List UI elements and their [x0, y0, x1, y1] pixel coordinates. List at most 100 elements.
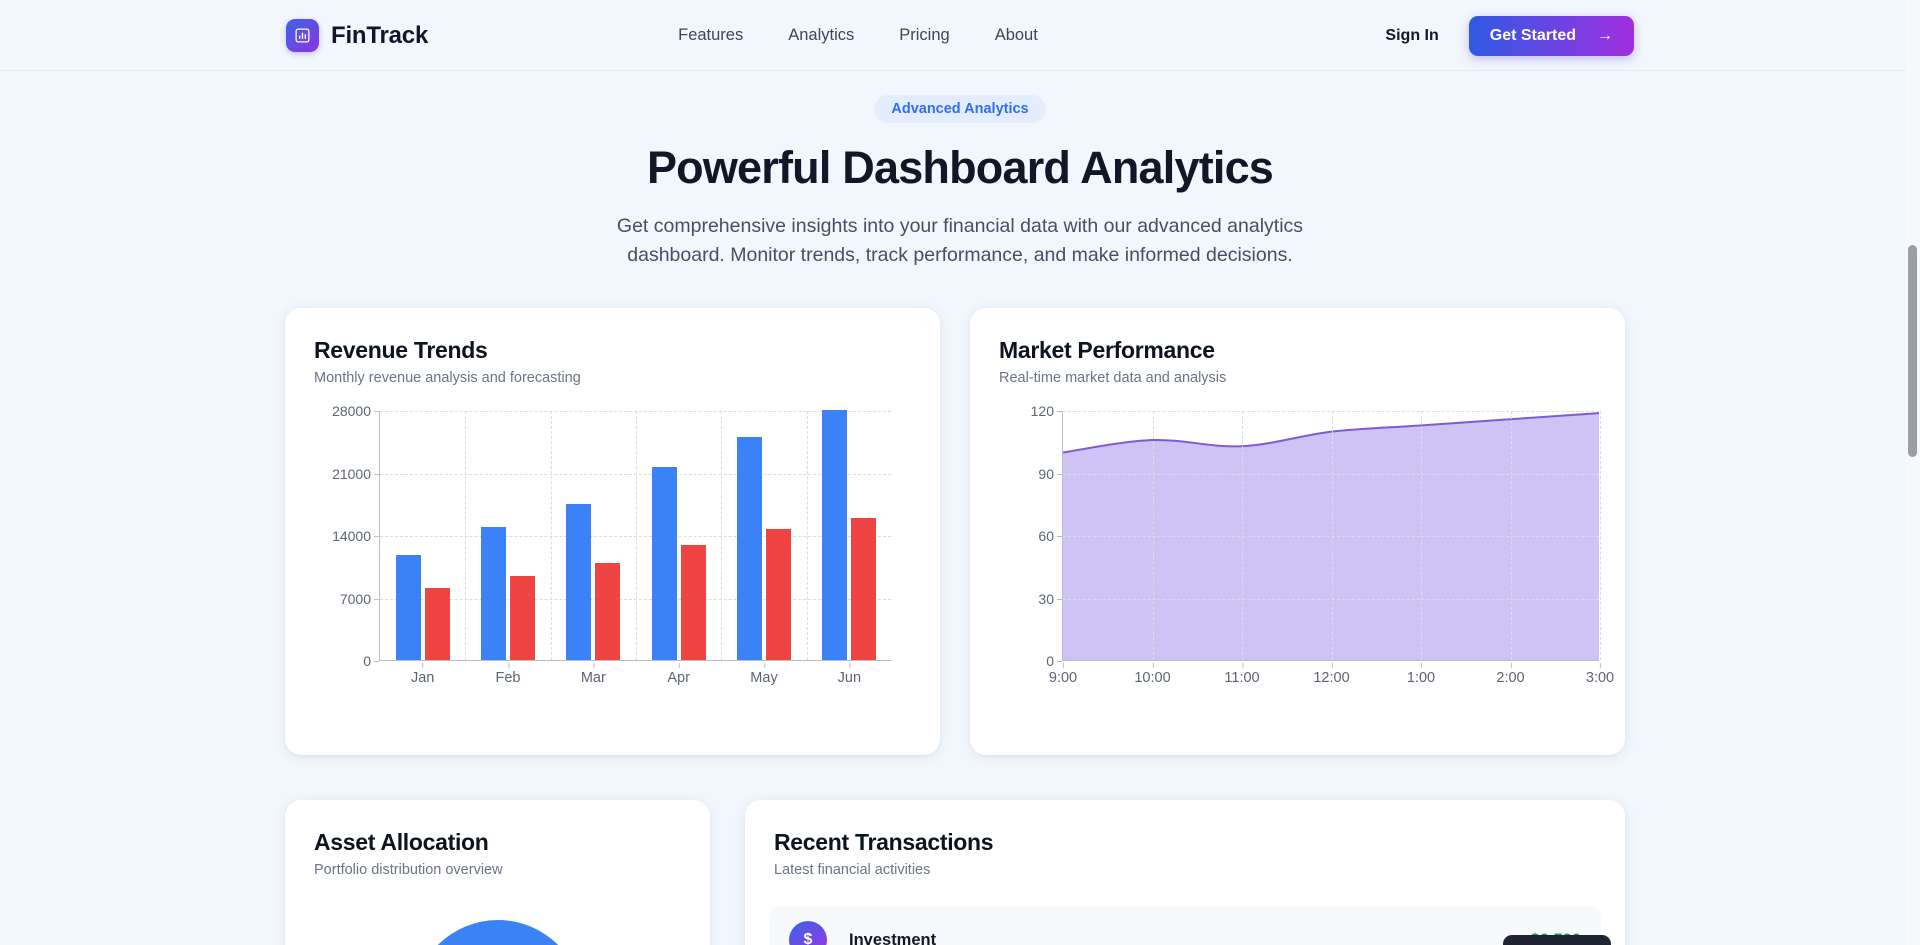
x-axis-tick-label: Jun: [837, 663, 862, 686]
market-area-chart[interactable]: 0 30 60 90 120 9:00 10:00 11:00 12:00 1:00 2:00 3:0…: [999, 403, 1614, 723]
bar-expenses-jan[interactable]: [424, 587, 450, 660]
x-axis-tick-label: 11:00: [1224, 663, 1260, 686]
revenue-card-header: Revenue Trends Monthly revenue analysis …: [285, 308, 940, 386]
brand-name: FinTrack: [331, 21, 429, 49]
bar-revenue-jun[interactable]: [822, 410, 848, 660]
market-card-title: Market Performance: [999, 337, 1215, 363]
grid-line: [1510, 411, 1512, 660]
x-axis-tick-label: 3:00: [1585, 663, 1615, 686]
revenue-bar-chart[interactable]: 0 7000 14000 21000 28000 Jan Feb Mar Apr May Jun: [314, 403, 910, 723]
x-axis-tick-label: 9:00: [1048, 663, 1078, 686]
page-title: Powerful Dashboard Analytics: [646, 142, 1274, 193]
bar-revenue-apr[interactable]: [651, 467, 677, 660]
market-performance-card: Market Performance Real-time market data…: [970, 308, 1625, 755]
x-axis-tick-label: 12:00: [1313, 663, 1350, 686]
bar-revenue-may[interactable]: [737, 436, 762, 660]
bar-expenses-may[interactable]: [766, 528, 791, 660]
status-badge: Advanced Analytics: [874, 95, 1046, 123]
market-card-subtitle: Real-time market data and analysis: [999, 370, 1227, 386]
assets-card-header: Asset Allocation Portfolio distribution …: [285, 800, 710, 878]
area-chart-plot-area: 0 30 60 90 120 9:00 10:00 11:00 12:00 1:00 2:00 3:0…: [1031, 403, 1614, 686]
bar-expenses-jun[interactable]: [851, 518, 877, 660]
y-axis-tick-label: 0: [363, 653, 379, 669]
grid-line: [1063, 536, 1599, 537]
y-axis-tick-label: 90: [1038, 465, 1062, 482]
grid-line: [380, 411, 891, 412]
x-axis-tick-label: Mar: [580, 663, 606, 686]
sign-in-link[interactable]: Sign In: [1385, 26, 1439, 44]
grid-line: [1331, 411, 1333, 660]
assets-card-title: Asset Allocation: [314, 829, 489, 855]
x-axis-tick-label: May: [750, 663, 778, 686]
transaction-row[interactable]: $ Investment +$2,500: [769, 906, 1601, 945]
nav-link-analytics[interactable]: Analytics: [788, 26, 855, 44]
area-line: [1063, 413, 1599, 452]
grid-line: [1063, 473, 1599, 475]
grid-line: [465, 411, 467, 660]
header-inner: FinTrack Features Analytics Pricing Abou…: [0, 0, 1920, 71]
transaction-label: Investment: [849, 930, 937, 945]
grid-line: [636, 411, 637, 660]
y-axis-tick-label: 21000: [332, 465, 379, 482]
grid-line: [806, 411, 808, 660]
grid-line: [1421, 411, 1422, 660]
get-started-label: Get Started: [1489, 26, 1576, 44]
bar-chart-icon: [286, 19, 319, 52]
x-axis-tick-label: 2:00: [1496, 663, 1525, 686]
chart-tooltip: [1503, 935, 1611, 945]
x-axis-tick-label: Apr: [667, 663, 690, 686]
asset-allocation-card: Asset Allocation Portfolio distribution …: [285, 800, 710, 945]
grid-line: [1063, 411, 1599, 412]
transactions-card-title: Recent Transactions: [774, 829, 994, 855]
grid-line: [1242, 411, 1243, 660]
y-axis-tick-label: 0: [1046, 653, 1062, 669]
nav-link-features[interactable]: Features: [678, 26, 744, 44]
revenue-trends-card: Revenue Trends Monthly revenue analysis …: [285, 308, 940, 755]
hero-subtitle: Get comprehensive insights into your fin…: [616, 215, 1304, 266]
y-axis-tick-label: 120: [1030, 403, 1063, 419]
bar-revenue-feb[interactable]: [481, 526, 506, 660]
bar-chart-plot-area: 0 7000 14000 21000 28000 Jan Feb Mar Apr May Jun: [332, 403, 891, 686]
grid-line: [1152, 411, 1154, 660]
arrow-right-icon: →: [1597, 26, 1613, 44]
brand-logo-group[interactable]: FinTrack: [286, 19, 428, 52]
grid-line: [380, 473, 891, 475]
grid-line: [550, 411, 552, 660]
y-axis-tick-label: 60: [1038, 528, 1062, 544]
x-axis-tick-label: 10:00: [1134, 663, 1171, 686]
revenue-card-subtitle: Monthly revenue analysis and forecasting: [314, 370, 581, 386]
get-started-button[interactable]: Get Started →: [1468, 15, 1634, 56]
bar-expenses-feb[interactable]: [510, 576, 535, 660]
recent-transactions-card: Recent Transactions Latest financial act…: [745, 800, 1625, 945]
y-axis-tick-label: 7000: [339, 590, 380, 607]
market-card-header: Market Performance Real-time market data…: [970, 308, 1625, 386]
transactions-card-header: Recent Transactions Latest financial act…: [745, 800, 1625, 878]
page-scrollbar-track[interactable]: [1905, 0, 1920, 945]
revenue-card-title: Revenue Trends: [314, 337, 488, 363]
y-axis-tick-label: 28000: [332, 403, 379, 419]
dollar-icon: $: [789, 921, 827, 945]
nav-link-about[interactable]: About: [994, 26, 1038, 44]
main-navigation: Features Analytics Pricing About: [678, 26, 1038, 45]
x-axis-tick-label: Jan: [410, 663, 435, 686]
y-axis-tick-label: 14000: [332, 528, 379, 544]
assets-card-subtitle: Portfolio distribution overview: [314, 862, 503, 878]
bar-expenses-apr[interactable]: [680, 544, 706, 660]
x-axis-tick-label: 1:00: [1406, 663, 1436, 686]
grid-line: [380, 598, 891, 600]
header-actions: Sign In Get Started →: [1385, 15, 1634, 56]
bar-revenue-mar[interactable]: [566, 503, 592, 660]
grid-line: [1600, 411, 1601, 660]
nav-link-pricing[interactable]: Pricing: [899, 26, 950, 44]
hero-section: Advanced Analytics Powerful Dashboard An…: [0, 71, 1920, 270]
page-scrollbar-thumb[interactable]: [1908, 245, 1917, 457]
bar-revenue-jan[interactable]: [395, 554, 421, 660]
grid-line: [1063, 598, 1599, 600]
header-divider: [0, 70, 1920, 71]
grid-line: [380, 536, 891, 537]
asset-allocation-pie[interactable]: [412, 920, 583, 945]
y-axis-tick-label: 30: [1038, 590, 1062, 607]
transactions-card-subtitle: Latest financial activities: [774, 862, 931, 878]
site-header: FinTrack Features Analytics Pricing Abou…: [0, 0, 1920, 71]
bar-expenses-mar[interactable]: [595, 562, 621, 660]
